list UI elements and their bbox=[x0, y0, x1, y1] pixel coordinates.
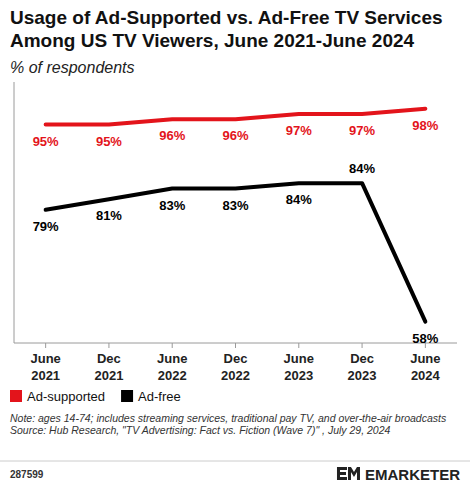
x-tick-label-line: 2023 bbox=[348, 368, 377, 383]
x-tick-label: June 2022 bbox=[157, 351, 187, 383]
subtitle: % of respondents bbox=[10, 59, 135, 76]
source: Source: Hub Research, "TV Advertising: F… bbox=[10, 424, 391, 436]
x-tick-label-line: 2023 bbox=[284, 368, 313, 383]
x-tick bbox=[108, 343, 109, 348]
legend-label: Ad-supported bbox=[27, 389, 105, 404]
x-tick-label-line: June bbox=[30, 351, 60, 366]
x-tick-label-line: 2021 bbox=[94, 368, 123, 383]
data-label: 96% bbox=[222, 128, 248, 143]
footer-rule bbox=[0, 461, 470, 462]
legend-label: Ad-free bbox=[138, 389, 181, 404]
x-tick-label: Dec 2023 bbox=[348, 351, 377, 383]
data-label: 79% bbox=[33, 219, 59, 234]
brand-icon-e bbox=[337, 467, 347, 480]
x-tick-label-line: 2022 bbox=[158, 368, 187, 383]
x-tick-label: Dec 2021 bbox=[94, 351, 123, 383]
chart-id: 287599 bbox=[10, 469, 44, 480]
data-label: 95% bbox=[96, 134, 122, 149]
x-tick-label-line: 2024 bbox=[411, 368, 441, 383]
x-tick bbox=[235, 343, 236, 348]
data-label: 81% bbox=[96, 208, 122, 223]
x-tick bbox=[362, 343, 363, 348]
data-label: 84% bbox=[286, 192, 312, 207]
text-line: Source: Hub Research, "TV Advertising: F… bbox=[10, 424, 391, 436]
x-tick bbox=[45, 343, 46, 348]
axes: June2021Dec2021June2022Dec2022June2023De… bbox=[14, 82, 457, 383]
data-label: 84% bbox=[349, 161, 375, 176]
x-tick-label-line: June bbox=[410, 351, 440, 366]
x-tick-label: Dec 2022 bbox=[221, 351, 250, 383]
x-tick-label: June 2024 bbox=[410, 351, 440, 383]
x-tick-label-line: Dec bbox=[350, 351, 374, 366]
data-labels: 95% 95% 96% 96% 97% 97% 98% 79% 81% 83% 83% 84% 84% 5… bbox=[33, 118, 439, 346]
x-tick bbox=[298, 343, 299, 348]
brand: EMARKETER bbox=[365, 466, 460, 483]
legend: Ad-supported Ad-free bbox=[10, 389, 181, 404]
x-tick-label-line: June bbox=[157, 351, 187, 366]
x-tick-label-line: Dec bbox=[97, 351, 121, 366]
data-label: 96% bbox=[159, 128, 185, 143]
data-label: 58% bbox=[412, 331, 438, 346]
plot-marks bbox=[46, 109, 426, 322]
y-axis-line bbox=[14, 82, 15, 343]
data-label: 83% bbox=[159, 198, 185, 213]
legend-swatch bbox=[121, 390, 133, 402]
brand-icon-m bbox=[348, 467, 360, 480]
text-line: Note: ages 14-74; includes streaming ser… bbox=[10, 412, 447, 424]
x-tick-label-line: Dec bbox=[224, 351, 248, 366]
x-tick-label: June 2023 bbox=[284, 351, 314, 383]
data-label: 98% bbox=[412, 118, 438, 133]
text-line: Usage of Ad-Supported vs. Ad-Free TV Ser… bbox=[10, 7, 443, 28]
note: Note: ages 14-74; includes streaming ser… bbox=[10, 412, 447, 424]
series-line bbox=[46, 183, 426, 321]
legend-swatch bbox=[10, 390, 22, 402]
chart: Usage of Ad-Supported vs. Ad-Free TV Ser… bbox=[0, 0, 470, 487]
x-tick-label-line: 2021 bbox=[31, 368, 60, 383]
x-tick-label: June 2021 bbox=[30, 351, 60, 383]
page: {"chart_data": { "type": "line", "title"… bbox=[0, 0, 470, 487]
x-tick-label-line: 2022 bbox=[221, 368, 250, 383]
data-label: 95% bbox=[33, 134, 59, 149]
data-label: 97% bbox=[349, 123, 375, 138]
title: Usage of Ad-Supported vs. Ad-Free TV Ser… bbox=[10, 7, 443, 51]
brand-icon bbox=[337, 467, 360, 480]
data-label: 97% bbox=[286, 123, 312, 138]
data-label: 83% bbox=[222, 198, 248, 213]
x-tick-label-line: June bbox=[284, 351, 314, 366]
x-tick bbox=[172, 343, 173, 348]
text-line: Among US TV Viewers, June 2021-June 2024 bbox=[10, 30, 415, 51]
